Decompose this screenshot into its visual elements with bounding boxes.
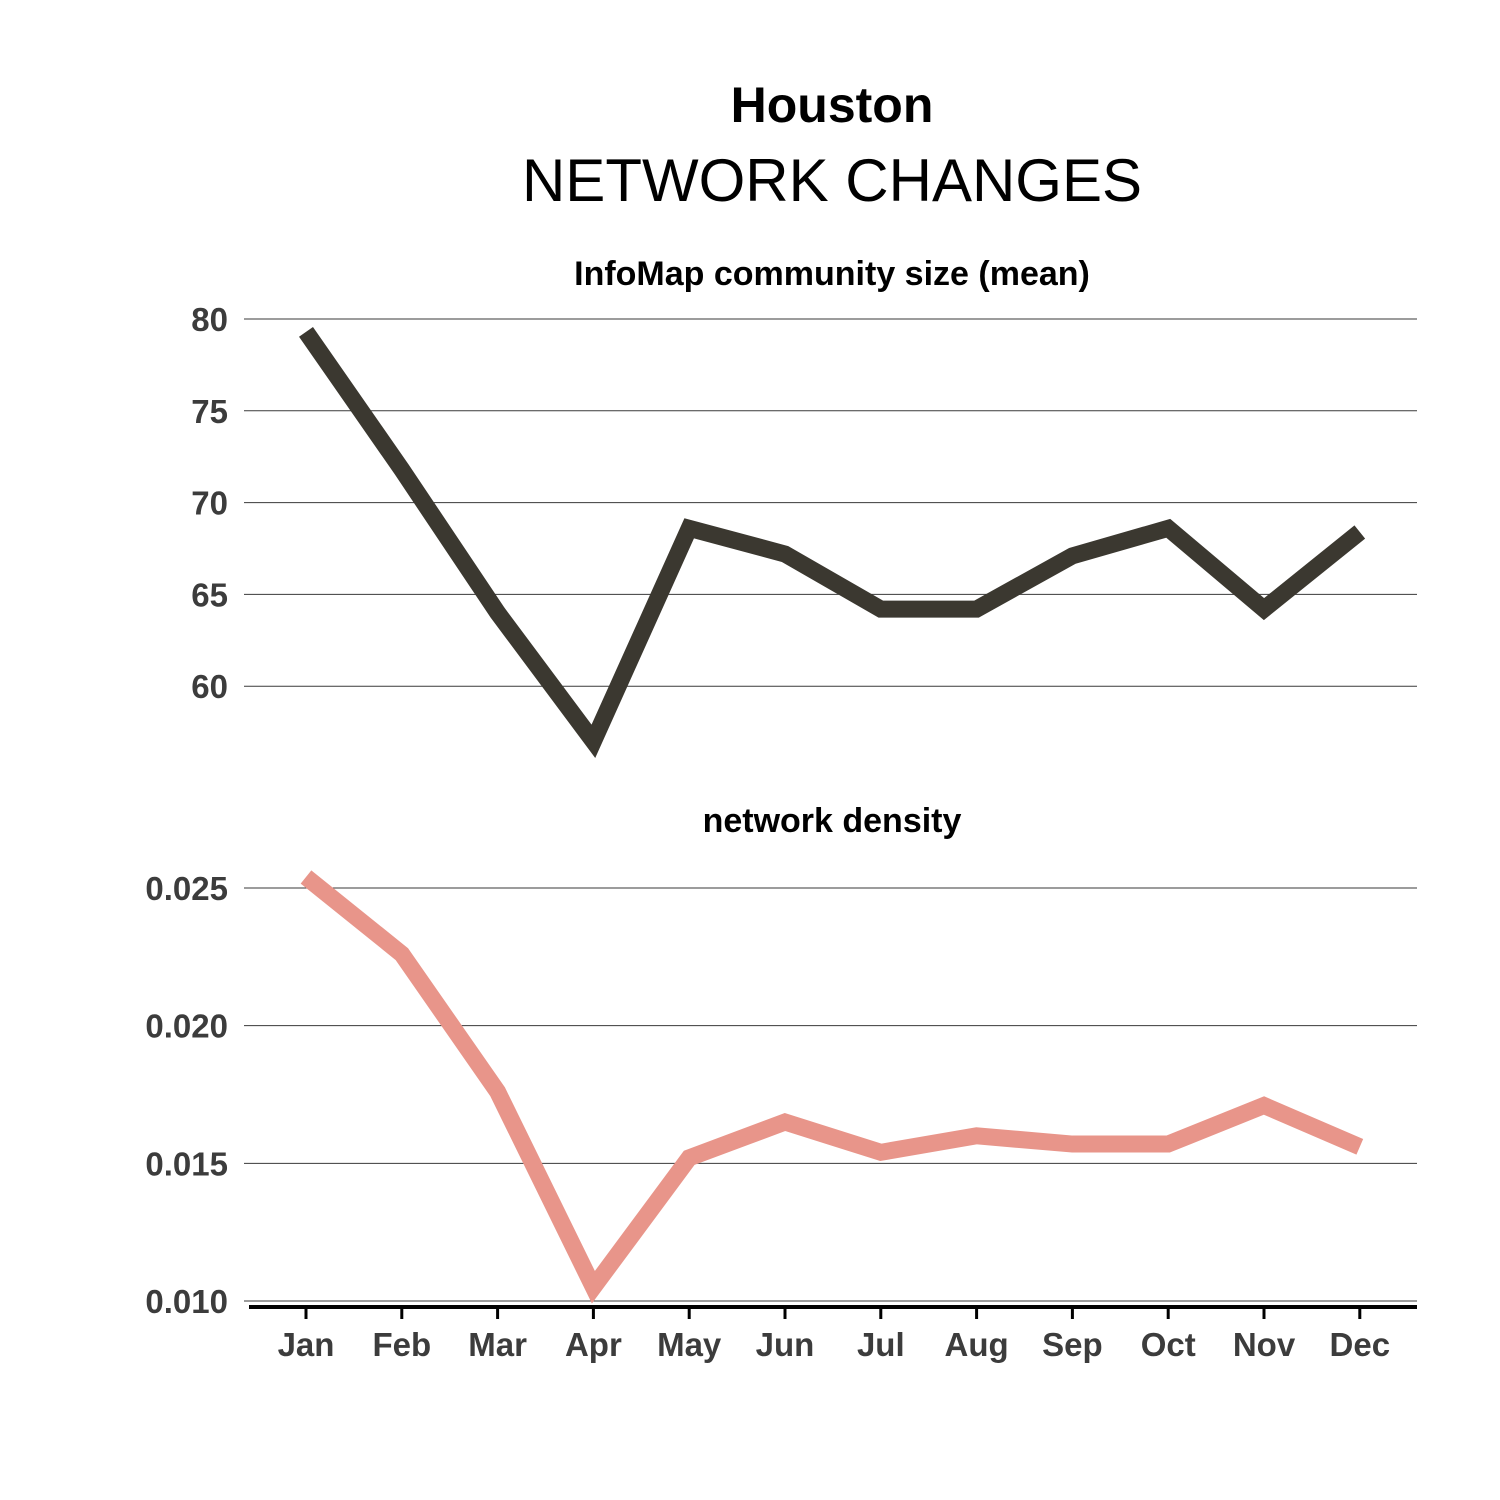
x-tick-label: Jul [857,1326,905,1363]
y-tick-label: 0.020 [145,1008,228,1045]
x-tick-label: Apr [565,1326,622,1363]
x-tick-label: Dec [1330,1326,1391,1363]
x-tick-label: Feb [372,1326,431,1363]
y-tick-label: 80 [191,301,228,338]
x-tick-label: Oct [1141,1326,1196,1363]
panel-title: network density [703,802,962,840]
y-tick-label: 75 [191,393,228,430]
series-line [300,870,1364,1304]
chart-title: Houston [730,77,934,133]
panel-title: InfoMap community size (mean) [574,255,1090,293]
y-tick-label: 65 [191,576,228,613]
y-tick-label: 0.010 [145,1283,228,1320]
series-line [299,326,1366,758]
x-tick-label: Sep [1042,1326,1103,1363]
chart-subtitle: NETWORK CHANGES [521,147,1143,214]
x-tick-label: Nov [1233,1326,1296,1363]
x-tick-label: Jun [756,1326,815,1363]
y-tick-label: 70 [191,485,228,522]
x-tick-label: May [657,1326,722,1363]
x-tick-label: Jan [278,1326,335,1363]
x-tick-label: Aug [945,1326,1009,1363]
y-tick-label: 0.025 [145,870,228,907]
x-tick-label: Mar [468,1326,527,1363]
y-tick-label: 60 [191,668,228,705]
y-tick-label: 0.015 [145,1145,228,1182]
